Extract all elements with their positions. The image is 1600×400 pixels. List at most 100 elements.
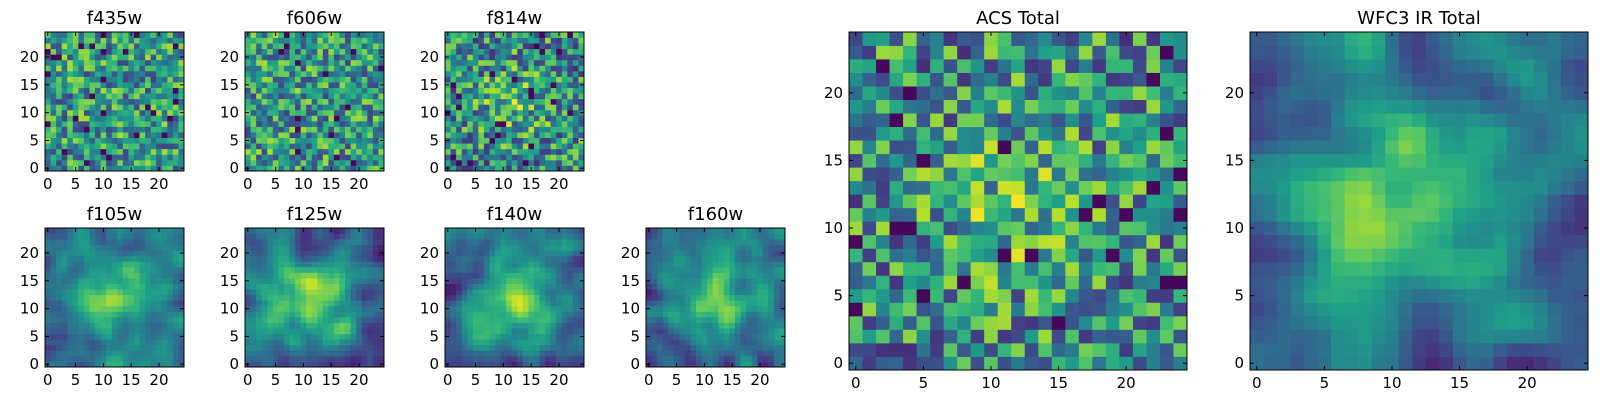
heatmap-cell: [156, 316, 163, 323]
heatmap-cell: [478, 109, 485, 116]
heatmap-cell: [145, 54, 152, 61]
heatmap-cell: [445, 143, 451, 150]
heatmap-cell: [511, 98, 518, 105]
heatmap-cell: [339, 126, 346, 133]
heatmap-cell: [779, 350, 786, 357]
heatmap-cell: [283, 322, 290, 329]
heatmap-cell: [283, 154, 290, 161]
heatmap-cell: [533, 109, 540, 116]
heatmap-cell: [178, 344, 185, 351]
heatmap-cell: [450, 132, 457, 139]
heatmap-cell: [289, 143, 296, 150]
heatmap-cell: [139, 148, 146, 155]
heatmap-cell: [1119, 248, 1134, 263]
heatmap-cell: [545, 255, 552, 262]
heatmap-cell: [511, 76, 518, 83]
heatmap-cell: [339, 165, 346, 172]
heatmap-cell: [250, 255, 257, 262]
heatmap-cell: [467, 54, 474, 61]
heatmap-cell: [67, 115, 74, 122]
heatmap-cell: [245, 48, 251, 55]
heatmap-cell: [356, 272, 363, 279]
heatmap-cell: [89, 82, 96, 88]
heatmap-cell: [500, 244, 507, 251]
heatmap-cell: [328, 333, 335, 340]
heatmap-cell: [657, 311, 664, 318]
heatmap-cell: [106, 104, 113, 111]
heatmap-cell: [517, 361, 524, 368]
heatmap-cell: [156, 339, 163, 346]
heatmap-cell: [450, 70, 457, 77]
heatmap-cell: [445, 289, 451, 296]
heatmap-cell: [345, 115, 352, 122]
heatmap-cell: [150, 82, 157, 88]
heatmap-cell: [267, 350, 274, 357]
heatmap-cell: [122, 132, 129, 139]
heatmap-cell: [261, 266, 268, 273]
x-tick-label: 20: [149, 371, 168, 389]
heatmap-cell: [133, 104, 140, 111]
heatmap-cell: [876, 288, 890, 303]
heatmap-cell: [511, 154, 518, 161]
heatmap-cell: [283, 93, 290, 100]
heatmap-cell: [511, 244, 518, 251]
heatmap-cell: [707, 255, 714, 262]
heatmap-cell: [712, 316, 719, 323]
heatmap-cell: [300, 294, 307, 301]
heatmap-cell: [328, 311, 335, 318]
heatmap-cell: [478, 350, 485, 357]
heatmap-cell: [478, 233, 485, 240]
heatmap-cell: [723, 344, 730, 351]
heatmap-cell: [111, 339, 118, 346]
heatmap-cell: [133, 148, 140, 155]
heatmap-cell: [311, 339, 318, 346]
heatmap-cell: [89, 350, 96, 357]
heatmap-cell: [167, 143, 174, 150]
heatmap-cell: [489, 93, 496, 100]
heatmap-cell: [306, 233, 313, 240]
heatmap-cell: [378, 59, 385, 66]
heatmap-cell: [345, 65, 352, 72]
heatmap-cell: [718, 355, 725, 362]
heatmap-cell: [511, 339, 518, 346]
heatmap-cell: [372, 361, 379, 368]
heatmap-cell: [679, 350, 686, 357]
heatmap-cell: [768, 255, 775, 262]
heatmap-cell: [333, 148, 340, 155]
heatmap-cell: [450, 361, 457, 368]
heatmap-cell: [528, 344, 535, 351]
heatmap-cell: [378, 322, 385, 329]
heatmap-cell: [849, 356, 863, 371]
heatmap-cell: [133, 115, 140, 122]
heatmap-cell: [550, 48, 557, 55]
heatmap-cell: [378, 289, 385, 296]
heatmap-cell: [533, 70, 540, 77]
heatmap-cell: [161, 120, 168, 127]
heatmap-cell: [556, 328, 563, 335]
heatmap-cell: [117, 37, 124, 44]
heatmap-cell: [467, 311, 474, 318]
heatmap-cell: [106, 59, 113, 66]
heatmap-cell: [751, 266, 758, 273]
heatmap-cell: [345, 361, 352, 368]
heatmap-cell: [256, 294, 263, 301]
heatmap-cell: [278, 333, 285, 340]
heatmap-cell: [139, 59, 146, 66]
heatmap-cell: [317, 109, 324, 116]
heatmap-cell: [517, 76, 524, 83]
heatmap-cell: [72, 244, 79, 251]
heatmap-cell: [472, 154, 479, 161]
heatmap-cell: [50, 355, 57, 362]
heatmap-cell: [696, 283, 702, 290]
heatmap-cell: [350, 239, 357, 246]
heatmap-cell: [662, 294, 669, 301]
heatmap-cell: [322, 93, 329, 100]
heatmap-cell: [545, 316, 552, 323]
heatmap-cell: [283, 76, 290, 83]
heatmap-cell: [78, 98, 85, 105]
heatmap-cell: [751, 283, 758, 290]
heatmap-cell: [289, 109, 296, 116]
heatmap-cell: [95, 250, 101, 257]
heatmap-cell: [467, 65, 474, 72]
heatmap-cell: [261, 283, 268, 290]
